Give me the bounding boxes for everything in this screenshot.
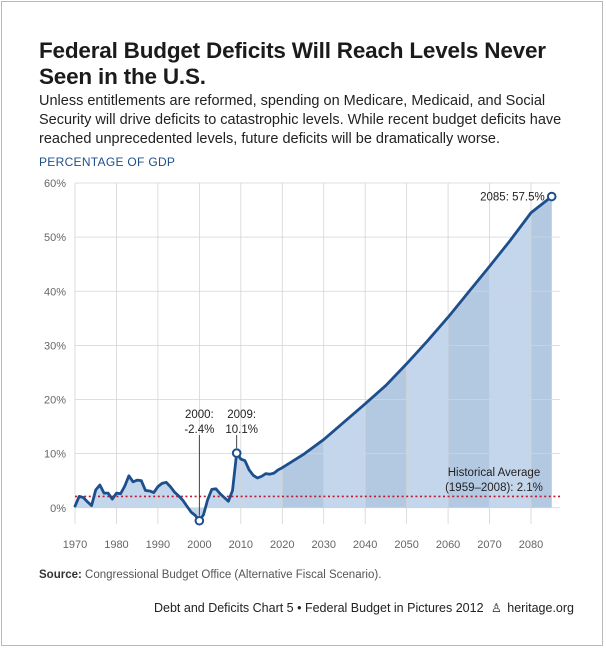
area-fill — [75, 196, 552, 521]
x-tick-label: 2030 — [311, 539, 335, 551]
credit-text: Debt and Deficits Chart 5 • Federal Budg… — [153, 601, 484, 615]
y-tick-label: 30% — [44, 340, 66, 352]
x-tick-label: 2000 — [187, 539, 211, 551]
source-label: Source: — [39, 569, 82, 581]
series-line — [73, 195, 554, 523]
x-tick-label: 2040 — [353, 539, 377, 551]
x-tick-label: 1980 — [104, 539, 128, 551]
x-tick-label: 2060 — [436, 539, 460, 551]
x-tick-label: 2020 — [270, 539, 294, 551]
annotation-2085: 2085: 57.5% — [480, 192, 545, 204]
lamp-icon: ♙ — [491, 601, 502, 615]
decade-band — [530, 196, 552, 508]
chart-subtitle: Unless entitlements are reformed, spendi… — [39, 93, 562, 147]
annotation-2009-value: 10.1% — [225, 424, 258, 436]
annotation-2009-year: 2009: — [227, 409, 256, 421]
x-tick-label: 1990 — [146, 539, 170, 551]
y-tick-label: 10% — [44, 449, 66, 461]
annotation-2000-year: 2000: — [185, 409, 214, 421]
y-tick-label: 50% — [44, 232, 66, 244]
annotation-marker — [194, 515, 205, 526]
footer-credit: Debt and Deficits Chart 5 • Federal Budg… — [154, 601, 574, 615]
x-tick-label: 2080 — [519, 539, 543, 551]
x-tick-label: 2070 — [477, 539, 501, 551]
y-axis-label: PERCENTAGE OF GDP — [39, 155, 176, 169]
chart-title: Federal Budget Deficits Will Reach Level… — [39, 38, 546, 89]
site-link[interactable]: heritage.org — [507, 601, 574, 615]
annotation-marker — [231, 448, 242, 458]
y-tick-label: 40% — [44, 286, 66, 298]
y-tick-label: 0% — [50, 503, 66, 515]
annotation-2000-value: -2.4% — [184, 424, 214, 436]
source-note: Source: Congressional Budget Office (Alt… — [39, 569, 381, 581]
x-tick-label: 2010 — [229, 539, 253, 551]
reference-label-line2: (1959–2008): 2.1% — [445, 482, 543, 494]
x-tick-label: 2050 — [394, 539, 418, 551]
y-tick-label: 20% — [44, 395, 66, 407]
source-text: Congressional Budget Office (Alternative… — [85, 569, 382, 581]
reference-label-line1: Historical Average — [448, 467, 540, 479]
y-tick-label: 60% — [44, 178, 66, 190]
annotation-marker — [546, 191, 557, 202]
x-tick-label: 1970 — [63, 539, 87, 551]
